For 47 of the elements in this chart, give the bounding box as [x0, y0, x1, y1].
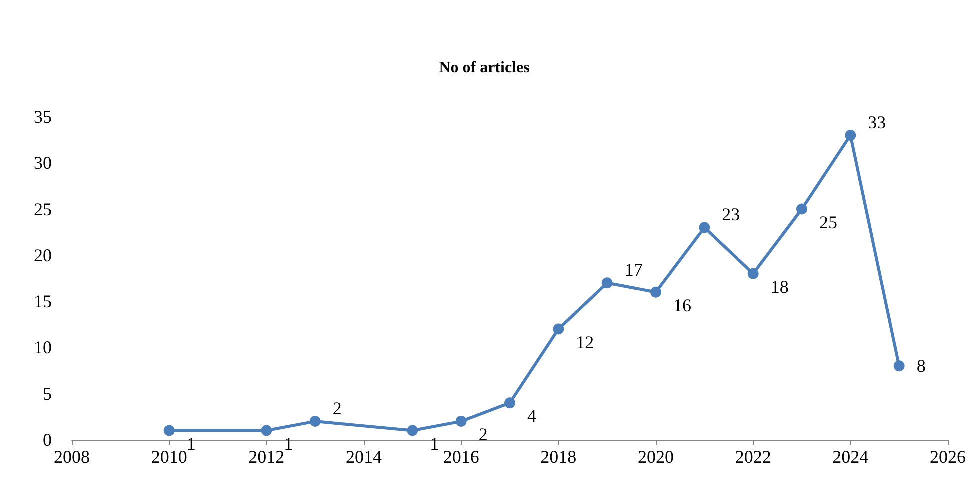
y-tick-label: 5 — [43, 384, 52, 404]
data-label: 2 — [332, 398, 342, 419]
point — [699, 222, 710, 234]
point — [602, 278, 613, 289]
point — [504, 398, 516, 409]
y-tick-label: 35 — [34, 107, 52, 127]
x-tick-label: 2016 — [443, 447, 480, 467]
data-label: 25 — [820, 212, 838, 232]
y-tick-label: 30 — [34, 153, 52, 174]
data-label: 16 — [674, 295, 692, 316]
x-tick-label: 2012 — [248, 447, 285, 467]
point — [164, 425, 175, 436]
data-label: 17 — [624, 260, 643, 280]
x-tick-label: 2010 — [151, 447, 188, 467]
x-tick-label: 2026 — [930, 447, 966, 467]
y-tick-label: 15 — [34, 292, 52, 312]
x-tick-label: 2008 — [54, 447, 90, 467]
data-label: 4 — [528, 406, 536, 426]
y-tick-label: 0 — [43, 430, 52, 450]
data-label: 8 — [916, 356, 926, 376]
point — [650, 286, 662, 298]
data-label: 1 — [284, 434, 294, 454]
point — [407, 425, 418, 436]
point — [261, 425, 272, 436]
data-label: 2 — [478, 424, 488, 445]
chart-title: No of articles — [439, 60, 530, 76]
point — [456, 416, 467, 428]
point — [845, 130, 856, 141]
x-tick-label: 2014 — [346, 447, 382, 467]
x-tick-label: 2024 — [832, 447, 869, 467]
x-tick-label: 2020 — [638, 447, 674, 467]
point — [553, 324, 564, 335]
point — [748, 268, 759, 280]
y-tick-label: 20 — [34, 245, 52, 266]
data-label: 12 — [576, 332, 594, 352]
data-label: 33 — [868, 112, 886, 132]
data-label: 18 — [770, 276, 789, 297]
data-label: 23 — [722, 204, 740, 225]
point — [894, 360, 905, 372]
y-tick-label: 10 — [34, 338, 52, 358]
x-tick-label: 2018 — [540, 447, 577, 467]
y-tick-label: 25 — [34, 199, 52, 220]
data-label: 1 — [186, 434, 196, 454]
data-label: 1 — [430, 434, 440, 454]
point — [310, 416, 321, 428]
x-tick-label: 2022 — [735, 447, 772, 467]
point — [796, 204, 808, 215]
